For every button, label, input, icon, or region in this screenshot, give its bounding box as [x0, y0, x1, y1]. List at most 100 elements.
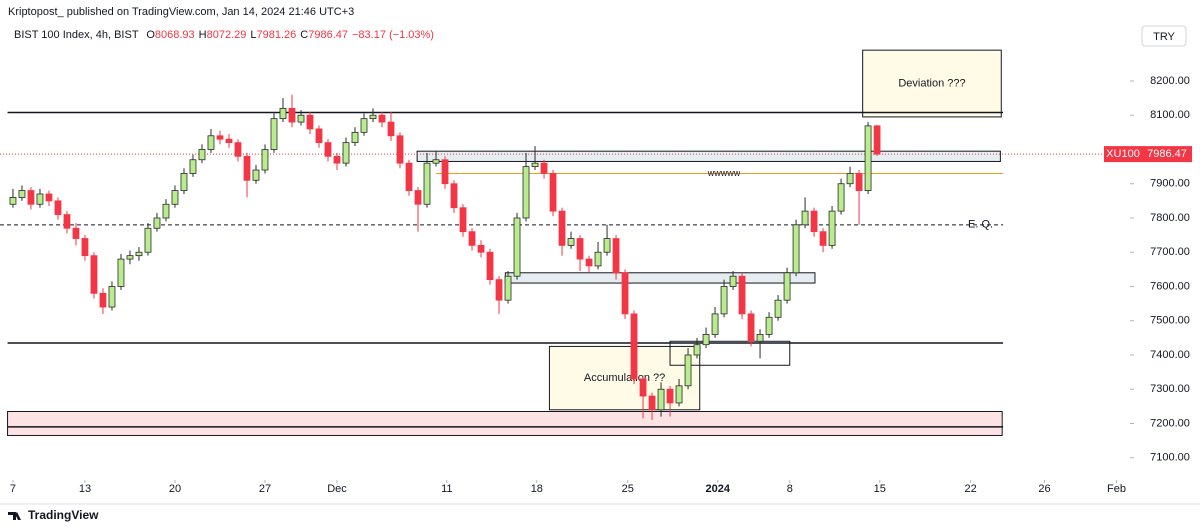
zone-label: Accumulation ??	[584, 372, 665, 384]
y-tick-label: 7400.00	[1150, 349, 1190, 361]
currency-box[interactable]	[1141, 25, 1187, 47]
candle-body	[216, 135, 224, 140]
y-tick-label: 7300.00	[1150, 383, 1190, 395]
candle-body	[405, 162, 413, 191]
x-tick-label: 27	[259, 483, 271, 495]
candle-body	[855, 173, 863, 191]
candle-body	[54, 200, 62, 215]
zone	[548, 345, 701, 411]
candle-body	[450, 183, 458, 209]
candle-body	[198, 149, 206, 161]
candle-body	[648, 395, 656, 411]
change: −83.17 (−1.03%)	[352, 29, 434, 41]
zone	[862, 49, 1002, 118]
ohlc-letter: O	[146, 29, 155, 41]
candle-body	[279, 107, 287, 120]
candle-body	[261, 149, 269, 171]
x-tick-label: 26	[1038, 483, 1050, 495]
candle-body	[558, 210, 566, 246]
candle-body	[243, 155, 251, 181]
candle-body	[270, 118, 278, 150]
candle-body	[252, 169, 260, 181]
ticker-tag	[1104, 146, 1142, 163]
logo	[8, 512, 21, 520]
candle-body	[387, 121, 395, 137]
candle-body	[819, 231, 827, 246]
candle-body	[324, 142, 332, 157]
candle-body	[288, 107, 296, 123]
x-tick-label: 25	[622, 483, 634, 495]
candle-body	[306, 114, 314, 130]
orange-label: wwwww	[707, 168, 741, 178]
eq-label: E. Q.	[968, 219, 993, 231]
candle-body	[423, 162, 431, 205]
candle-body	[135, 251, 143, 257]
candle-body	[126, 255, 134, 260]
candle-body	[369, 114, 377, 120]
candle-body	[351, 131, 359, 144]
candle-body	[603, 238, 611, 253]
x-tick-label: Feb	[1107, 483, 1126, 495]
candle-body	[711, 313, 719, 335]
ohlc-value: 7981.26	[257, 29, 297, 41]
candle-body	[765, 316, 773, 335]
candle-body	[99, 292, 107, 308]
candle-body	[468, 231, 476, 246]
candle-body	[477, 244, 485, 253]
candle-body	[585, 258, 593, 267]
candle-body	[549, 173, 557, 212]
ohlc-value: 8068.93	[155, 29, 195, 41]
candle-body	[594, 251, 602, 267]
ohlc: O8068.93 H8072.29 L7981.26 C7986.47 −83.17 (…	[146, 29, 434, 41]
candle-body	[396, 135, 404, 164]
candle-body	[9, 197, 17, 205]
ohlc-letter: H	[199, 29, 207, 41]
candle-body	[27, 190, 35, 205]
candle-body	[810, 210, 818, 233]
candle-body	[576, 238, 584, 260]
candle-body	[729, 275, 737, 287]
price-label: 7986.47	[1147, 148, 1187, 160]
candle-body	[837, 183, 845, 212]
candle-body	[639, 378, 647, 397]
candle-body	[684, 354, 692, 387]
candle-body	[693, 344, 701, 356]
x-tick-label: 13	[79, 483, 91, 495]
x-tick-label: 11	[441, 483, 452, 495]
candle-body	[630, 313, 638, 380]
zone-label: Deviation ???	[898, 77, 965, 89]
candle-body	[756, 334, 764, 342]
x-tick-label: 15	[874, 483, 886, 495]
candle-body	[864, 125, 872, 191]
zone	[7, 410, 1003, 436]
candle-body	[486, 251, 494, 281]
x-tick-label: Dec	[327, 483, 347, 495]
candle-body	[81, 238, 89, 257]
candle-body	[342, 142, 350, 164]
y-tick-label: 7900.00	[1150, 178, 1190, 190]
candle-body	[360, 118, 368, 133]
candle-body	[612, 238, 620, 274]
y-tick-label: 7600.00	[1150, 280, 1190, 292]
candle-body	[441, 159, 449, 185]
ohlc-letter: C	[300, 29, 308, 41]
candle-body	[378, 114, 386, 123]
candle-body	[873, 125, 881, 155]
x-tick-label: 2024	[706, 483, 731, 495]
y-tick-label: 7800.00	[1150, 212, 1190, 224]
y-tick-label: 7200.00	[1150, 417, 1190, 429]
candle-body	[747, 313, 755, 342]
candle-body	[495, 279, 503, 301]
candle-body	[117, 258, 125, 287]
y-tick-label: 7500.00	[1150, 315, 1190, 327]
currency[interactable]: TRY	[1153, 31, 1175, 43]
candle-body	[846, 173, 854, 185]
zone	[504, 272, 816, 284]
candle-body	[63, 214, 71, 229]
candle-body	[333, 155, 341, 164]
y-tick-label: 7700.00	[1150, 246, 1190, 258]
zone	[416, 150, 1001, 162]
ticker: XU100	[1106, 148, 1140, 160]
legend: BIST 100 Index, 4h, BIST O8068.93 H8072.29…	[14, 29, 434, 41]
